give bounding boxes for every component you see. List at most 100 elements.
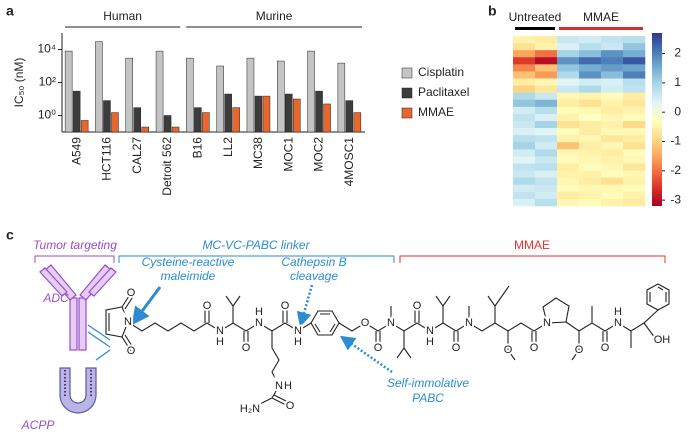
x-tick-label: MOC1 — [281, 137, 295, 172]
bar — [277, 60, 285, 133]
heatmap-cell — [557, 43, 580, 51]
heatmap-cell — [623, 99, 646, 108]
heatmap-cell — [601, 142, 624, 150]
heatmap-cell — [535, 191, 558, 200]
group-label: MMAE — [583, 10, 619, 24]
colorbar-label: 2 — [674, 46, 681, 60]
heatmap-cell — [513, 163, 536, 171]
group-bar — [559, 27, 643, 30]
heatmap-cell — [623, 170, 646, 178]
heatmap-cell — [601, 36, 624, 44]
heatmap-cell — [579, 71, 602, 79]
heatmap-cell — [601, 177, 624, 186]
acpp-icon — [59, 367, 97, 414]
panel-label: c — [6, 227, 14, 243]
heatmap-cell — [623, 50, 646, 58]
heatmap-cell — [579, 156, 602, 164]
heatmap-cell — [535, 78, 558, 86]
atom-label: O — [413, 300, 422, 312]
panel-label: a — [6, 3, 14, 19]
heatmap-cell — [601, 170, 624, 178]
x-tick-label: A549 — [69, 137, 83, 165]
heatmap-cell — [513, 191, 536, 200]
heatmap-cell — [535, 163, 558, 171]
x-tick-label: CAL27 — [130, 137, 144, 174]
linker-icon — [87, 324, 111, 348]
bar — [72, 90, 81, 133]
x-tick-label: MOC2 — [312, 137, 326, 172]
linker-icon — [95, 349, 111, 361]
atom-label: O — [504, 344, 513, 356]
colorbar-label: 1 — [674, 75, 681, 89]
annotation: Cathepsin B — [281, 255, 346, 269]
heatmap-cell — [579, 149, 602, 157]
annotation: cleavage — [290, 269, 338, 283]
bar — [216, 65, 224, 133]
x-tick-label: LL2 — [221, 137, 235, 157]
heatmap-cell — [579, 191, 602, 200]
colorbar-label: 0 — [674, 104, 681, 118]
x-tick-label: B16 — [191, 137, 205, 159]
atom-label: H — [255, 306, 263, 318]
colorbar-label: -3 — [670, 192, 681, 206]
panel-label: b — [488, 3, 497, 19]
bar — [202, 112, 210, 133]
heatmap-cell — [535, 170, 558, 178]
heatmap-cell — [513, 43, 536, 51]
group-bar — [515, 27, 555, 30]
heatmap-cell — [557, 92, 580, 101]
heatmap-cell — [579, 50, 602, 58]
heatmap-cell — [623, 71, 646, 79]
heatmap-cell — [557, 156, 580, 164]
bar — [293, 98, 301, 133]
heatmap-cell — [623, 142, 646, 150]
heatmap-cell — [557, 198, 580, 207]
heatmap-cell — [623, 184, 646, 193]
heatmap-cell — [557, 50, 580, 58]
heatmap-cell — [623, 163, 646, 171]
atom-label: H — [426, 336, 434, 348]
atom-label: O — [127, 345, 136, 357]
bar — [224, 93, 232, 133]
heatmap-cell — [579, 43, 602, 51]
heatmap-cell — [535, 184, 558, 193]
arrow — [339, 335, 393, 374]
heatmap-cell — [623, 36, 646, 44]
bar — [155, 50, 164, 133]
heatmap-cell — [513, 156, 536, 164]
icon-label: ADC — [42, 291, 69, 305]
bar — [254, 95, 263, 133]
atom-label: H — [284, 380, 292, 392]
heatmap-cell — [535, 43, 558, 51]
heatmap-cell — [557, 128, 580, 136]
bar — [125, 57, 133, 133]
atom-label: N — [216, 325, 224, 337]
heatmap-cell — [579, 135, 602, 143]
heatmap-cell — [601, 78, 624, 86]
legend-swatch — [401, 107, 413, 119]
bar — [186, 57, 194, 133]
group-label: Untreated — [509, 10, 562, 24]
heatmap-cell — [601, 191, 624, 200]
section-label: Tumor targeting — [33, 238, 117, 252]
x-tick-label: Detroit 562 — [160, 137, 174, 196]
heatmap-cell — [623, 106, 646, 115]
heatmap-cell — [535, 50, 558, 58]
atom-label: N — [124, 316, 132, 328]
bar — [337, 62, 346, 133]
heatmap-cell — [513, 57, 536, 65]
atom-label: O — [452, 342, 461, 354]
heatmap-cell — [535, 71, 558, 79]
atom-label: O — [127, 287, 136, 299]
legend-swatch — [401, 87, 413, 99]
heatmap-cell — [557, 99, 580, 108]
heatmap-cell — [579, 36, 602, 44]
heatmap-cell — [557, 184, 580, 193]
heatmap-cell — [513, 198, 536, 207]
heatmap-cell — [623, 198, 646, 207]
heatmap-cell — [601, 85, 624, 93]
heatmap-cell — [623, 78, 646, 86]
legend-label: MMAE — [418, 105, 454, 119]
heatmap-cell — [557, 177, 580, 186]
